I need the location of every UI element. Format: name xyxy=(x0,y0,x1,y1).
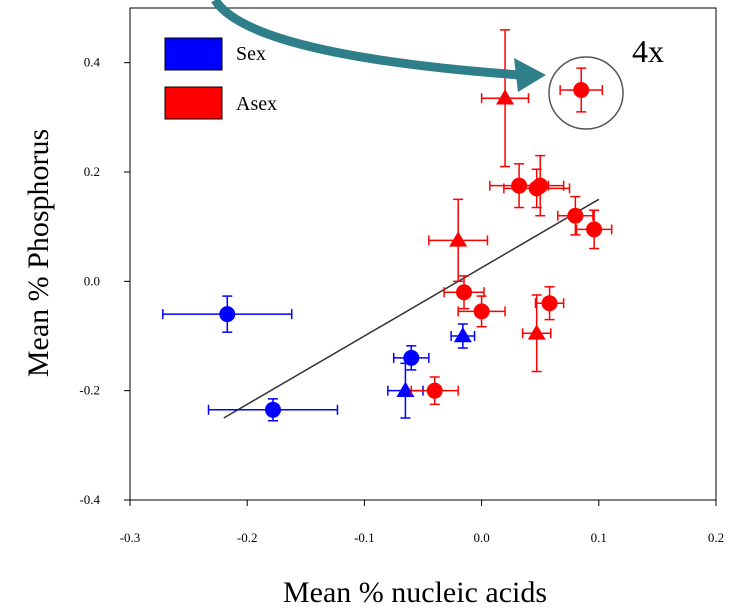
y-tick-label: 0.2 xyxy=(84,164,100,179)
circle-marker xyxy=(567,207,584,224)
data-point-sex xyxy=(207,398,339,422)
x-tick-label: 0.2 xyxy=(708,530,724,545)
triangle-marker xyxy=(453,327,472,343)
legend: Sex Asex xyxy=(164,37,277,120)
x-tick-label: -0.1 xyxy=(354,530,375,545)
annotation: 4x xyxy=(211,0,664,130)
triangle-marker xyxy=(496,89,515,105)
data-points xyxy=(162,29,613,422)
arrowhead-icon xyxy=(514,58,546,92)
circle-marker xyxy=(573,82,590,98)
circle-marker xyxy=(456,284,473,301)
data-point-asex xyxy=(443,275,485,310)
y-tick-label: -0.2 xyxy=(79,383,100,398)
y-axis-ticks: -0.4 -0.2 0.0 0.2 0.4 xyxy=(79,55,130,507)
x-tick-label: 0.0 xyxy=(473,530,489,545)
legend-swatch-asex xyxy=(164,86,223,120)
circle-marker xyxy=(403,349,420,366)
data-point-asex xyxy=(521,294,552,373)
circle-marker xyxy=(541,295,558,312)
x-tick-label: 0.1 xyxy=(591,530,607,545)
data-point-asex xyxy=(457,295,506,328)
x-tick-label: -0.2 xyxy=(237,530,258,545)
circle-marker xyxy=(426,382,443,399)
circle-marker xyxy=(219,306,236,323)
circle-marker xyxy=(473,303,490,320)
data-point-asex xyxy=(480,29,530,168)
legend-label-sex: Sex xyxy=(236,43,266,65)
x-axis-ticks: -0.3 -0.2 -0.1 0.0 0.1 0.2 xyxy=(120,500,724,545)
y-tick-label: 0.4 xyxy=(84,55,101,70)
triangle-marker xyxy=(449,231,468,247)
data-point-asex xyxy=(410,376,459,406)
y-tick-label: -0.4 xyxy=(79,492,100,507)
data-point-asex xyxy=(503,168,571,209)
x-axis-label: Mean % nucleic acids xyxy=(283,576,547,609)
y-axis-label: Mean % Phosphorus xyxy=(22,129,55,377)
circle-marker xyxy=(586,221,603,238)
data-point-sex xyxy=(392,345,430,371)
data-point-sex xyxy=(387,362,424,419)
annotation-label: 4x xyxy=(632,33,664,69)
legend-swatch-sex xyxy=(164,37,223,71)
circle-marker xyxy=(264,401,281,418)
data-point-asex xyxy=(575,209,613,250)
legend-label-asex: Asex xyxy=(236,93,277,115)
y-tick-label: 0.0 xyxy=(84,273,100,288)
data-point-sex xyxy=(162,295,293,333)
plot-frame xyxy=(129,7,717,501)
data-point-asex xyxy=(557,195,594,236)
circle-marker xyxy=(528,180,545,197)
data-point-asex xyxy=(428,198,489,283)
x-tick-label: -0.3 xyxy=(120,530,141,545)
triangle-marker xyxy=(527,324,546,340)
annotation-arrow xyxy=(211,0,521,80)
data-point-asex xyxy=(559,67,604,113)
regression-line xyxy=(223,198,600,419)
highlight-ellipse xyxy=(548,56,624,130)
data-point-sex xyxy=(450,323,476,349)
data-point-asex xyxy=(534,286,565,321)
triangle-marker xyxy=(396,381,415,397)
